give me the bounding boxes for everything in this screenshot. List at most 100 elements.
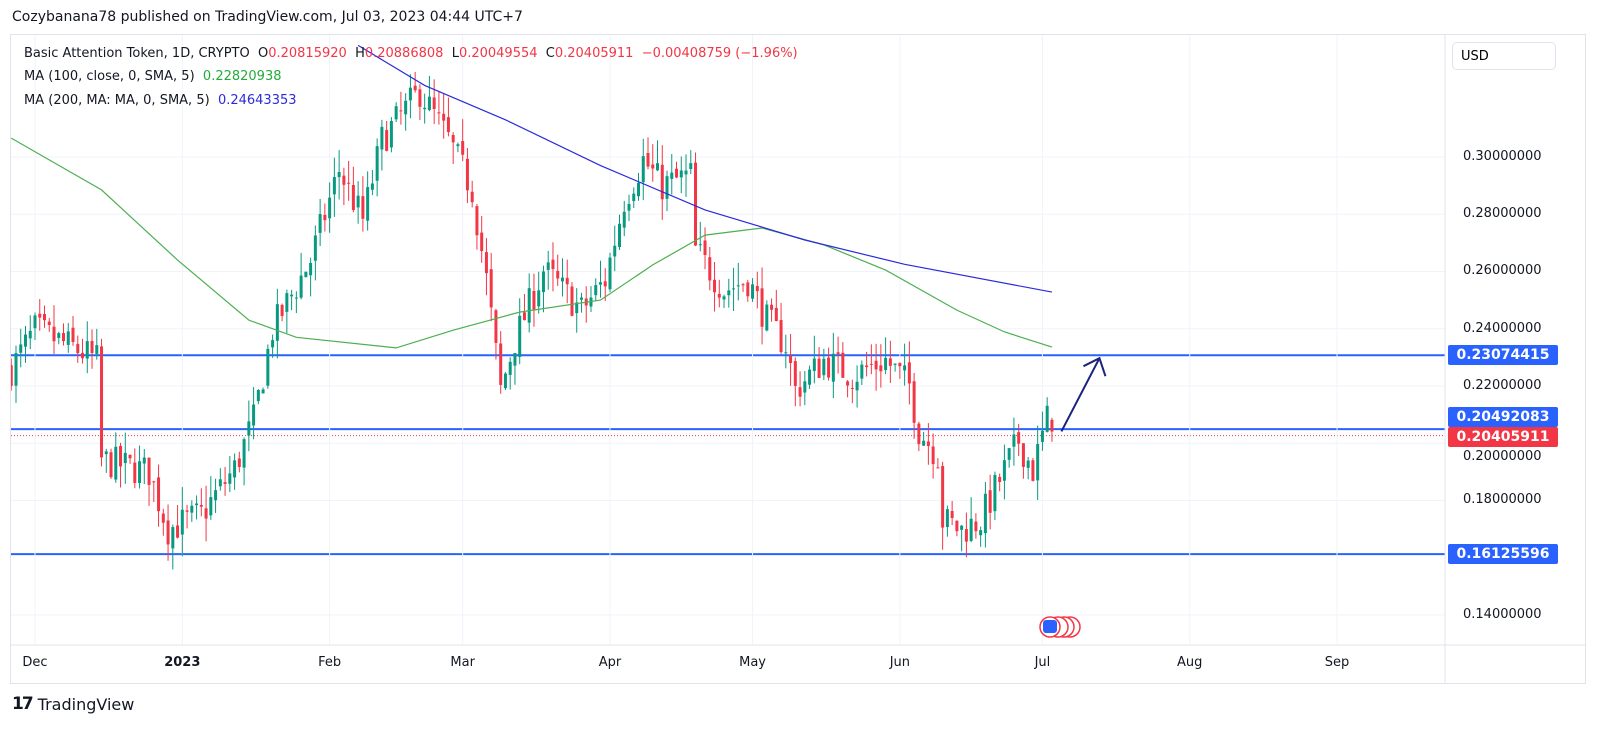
candle-body (437, 112, 441, 114)
candle-body (846, 381, 850, 386)
candle-body (337, 172, 341, 178)
candle-body (446, 117, 450, 133)
candle-body (922, 440, 926, 446)
level-price-tag[interactable]: 0.23074415 (1448, 345, 1558, 366)
tradingview-logo-icon: 17 (12, 694, 34, 714)
candle-body (694, 162, 698, 246)
x-tick-label: Aug (1177, 655, 1203, 670)
x-tick-label: Dec (22, 655, 48, 670)
x-tick-label: Mar (450, 655, 475, 670)
candle-body (803, 381, 807, 393)
candle-body (33, 315, 37, 329)
ma200-value: 0.24643353 (217, 93, 297, 108)
candle-body (180, 509, 184, 535)
candle-body (81, 352, 85, 359)
candle-body (489, 269, 493, 308)
candle-body (556, 270, 560, 279)
high-label: H (355, 46, 365, 61)
candle-body (974, 521, 978, 532)
candle-body (898, 363, 902, 367)
candle-body (256, 389, 260, 402)
candle-body (869, 363, 873, 365)
candle-body (708, 257, 712, 281)
ma200-legend[interactable]: MA (200, MA: MA, 0, SMA, 5) 0.24643353 (24, 93, 297, 108)
y-tick-label: 0.14000000 (1463, 606, 1542, 622)
candle-body (28, 330, 32, 339)
candle-body (404, 100, 408, 115)
candle-body (1031, 460, 1035, 481)
x-tick-label: Apr (598, 655, 622, 670)
candle-body (242, 439, 246, 468)
candle-body (461, 141, 465, 155)
candle-body (275, 304, 279, 341)
candle-body (470, 191, 474, 203)
candle-body (1050, 419, 1054, 432)
candle-body (513, 353, 517, 366)
x-tick-label: Jul (1034, 655, 1051, 670)
ma100-legend[interactable]: MA (100, close, 0, SMA, 5) 0.22820938 (24, 69, 282, 84)
candle-body (1045, 405, 1049, 432)
candle-body (860, 364, 864, 379)
open-label: O (257, 46, 269, 61)
tradingview-logo[interactable]: 17 TradingView (12, 694, 134, 714)
candle-body (960, 525, 964, 530)
candle-body (418, 89, 422, 107)
candle-body (294, 297, 298, 299)
candle-body (427, 96, 431, 111)
candle-body (827, 357, 831, 378)
candle-body (375, 146, 379, 181)
y-tick-label: 0.18000000 (1463, 492, 1542, 508)
candle-body (1017, 432, 1021, 444)
candle-body (784, 352, 788, 354)
candle-body (679, 170, 683, 178)
candle-body (223, 482, 227, 484)
candle-body (822, 358, 826, 376)
candle-body (347, 182, 351, 184)
candle-body (793, 361, 797, 386)
candle-body (204, 508, 208, 519)
candle-body (342, 175, 346, 185)
low-value: 0.20049554 (458, 46, 538, 61)
close-label: C (545, 46, 555, 61)
candle-body (955, 520, 959, 532)
candle-body (1026, 460, 1030, 468)
level-price-tag[interactable]: 0.20492083 (1448, 407, 1558, 428)
candle-body (1040, 430, 1044, 442)
candle-body (855, 381, 859, 391)
ma100-value: 0.22820938 (202, 69, 282, 84)
candle-body (541, 271, 545, 293)
x-tick-label: Jun (889, 655, 911, 670)
candle-body (993, 475, 997, 512)
candle-body (413, 85, 417, 91)
candle-body (23, 334, 27, 347)
candle-body (879, 365, 883, 372)
candle-body (893, 363, 897, 365)
candle-body (598, 282, 602, 285)
symbol-legend: Basic Attention Token, 1D, CRYPTO O0.208… (24, 46, 798, 61)
x-tick-label: Feb (318, 655, 342, 670)
level-price-tag[interactable]: 0.16125596 (1448, 544, 1558, 565)
candle-body (90, 340, 94, 354)
candle-body (522, 312, 526, 321)
candle-body (532, 290, 536, 310)
y-tick-label: 0.24000000 (1463, 320, 1542, 336)
candle-body (575, 302, 579, 314)
candle-body (760, 288, 764, 327)
candle-body (237, 458, 241, 468)
candle-body (185, 510, 189, 512)
candle-body (385, 130, 389, 151)
candle-body (926, 441, 930, 447)
candle-body (38, 313, 42, 318)
candle-body (199, 504, 203, 507)
candle-body (442, 113, 446, 121)
ma100-label: MA (100, close, 0, SMA, 5) (24, 69, 195, 84)
currency-button[interactable]: USD (1452, 42, 1556, 70)
candle-body (817, 358, 821, 378)
candle-body (299, 275, 303, 298)
y-tick-label: 0.22000000 (1463, 377, 1542, 393)
candle-body (741, 284, 745, 286)
candle-body (798, 387, 802, 397)
candle-body (665, 176, 669, 199)
